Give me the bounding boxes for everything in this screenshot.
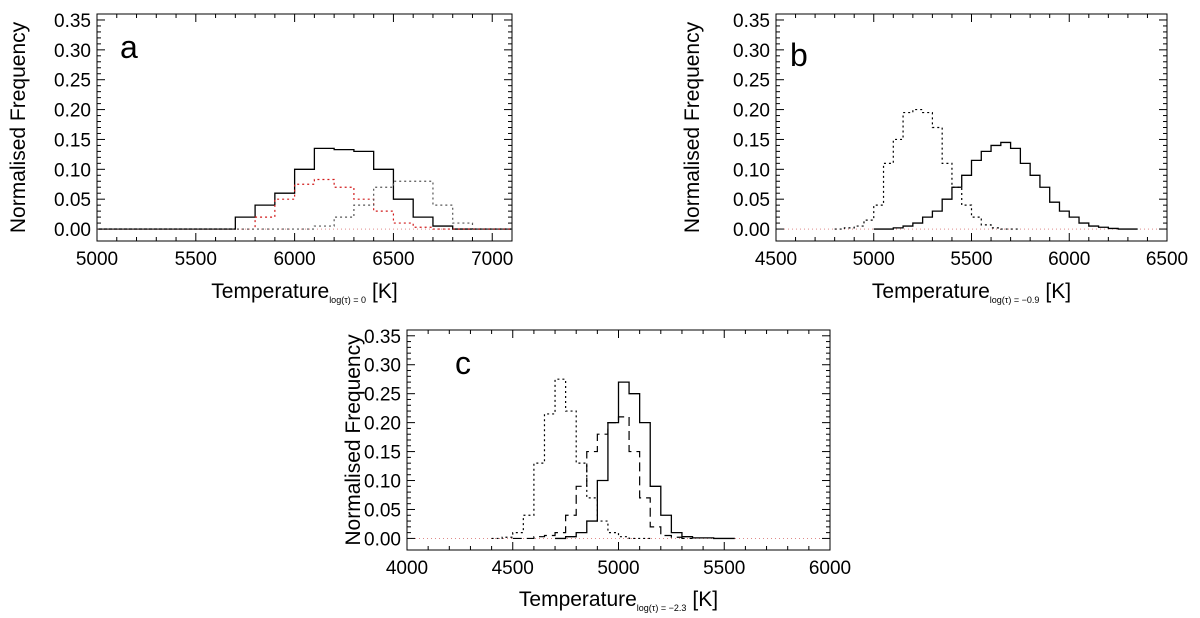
histogram-series-dotted: [834, 108, 1021, 230]
histogram-series-dashed: [512, 416, 693, 540]
x-tick-label: 4000: [386, 558, 428, 579]
x-tick-label: 4500: [492, 558, 534, 579]
histogram-series-solid: [97, 147, 512, 230]
histogram-series-solid: [555, 381, 735, 540]
y-tick-label: 0.10: [364, 472, 401, 493]
y-axis-title: Normalised Frequency: [681, 21, 704, 233]
panel-letter: a: [120, 29, 138, 65]
x-axis-title-main: Temperature: [872, 280, 990, 303]
y-tick-label: 0.20: [733, 101, 770, 122]
x-axis-title-main: Temperature: [519, 588, 637, 611]
y-tick-label: 0.30: [733, 41, 770, 62]
histogram-series-dotted: [97, 178, 512, 230]
y-tick-label: 0.35: [733, 11, 770, 32]
panel-c: 4000 4500 5000 5500 6000 0.00 0.05 0.10 0.15 0.20…: [342, 327, 851, 613]
x-axis-title-subscript: log(τ) = −2.3: [637, 603, 687, 613]
y-tick-label: 0.20: [364, 414, 401, 435]
x-tick-label: 6500: [1146, 249, 1188, 270]
x-tick-label: 4500: [755, 249, 797, 270]
x-axis-title: Temperaturelog(τ) = −0.9 [K]: [872, 280, 1071, 305]
x-tick-label: 6000: [1048, 249, 1090, 270]
y-tick-label: 0.10: [733, 160, 770, 181]
x-axis-title-unit: [K]: [692, 588, 718, 611]
x-tick-label: 5500: [175, 249, 217, 270]
y-tick-label: 0.10: [54, 160, 91, 181]
y-tick-label: 0.25: [364, 385, 401, 406]
x-axis-title-unit: [K]: [1045, 280, 1071, 303]
histogram-series-dotted: [491, 378, 651, 540]
y-tick-label: 0.15: [54, 130, 91, 151]
y-tick-label: 0.15: [733, 130, 770, 151]
x-tick-label: 7000: [471, 249, 513, 270]
panel-a: 5000 5500 6000 6500 7000 0.00 0.05 0.10 0.15 0.20…: [7, 11, 513, 305]
x-axis-title: Temperaturelog(τ) = −2.3 [K]: [519, 588, 718, 613]
plot-frame: [96, 13, 513, 242]
x-axis-title-main: Temperature: [211, 280, 329, 303]
x-tick-label: 5000: [853, 249, 895, 270]
x-tick-label: 6000: [809, 558, 851, 579]
histogram-series-dotted: [97, 180, 512, 230]
panel-b: 4500 5000 5500 6000 6500 0.00 0.05 0.10 0.15 0.20…: [681, 11, 1188, 305]
y-tick-label: 0.25: [733, 71, 770, 92]
x-tick-label: 6500: [372, 249, 414, 270]
y-tick-label: 0.05: [54, 190, 91, 211]
y-axis-title: Normalised Frequency: [342, 334, 365, 546]
y-tick-label: 0.20: [54, 101, 91, 122]
x-tick-label: 5000: [597, 558, 639, 579]
x-tick-label: 6000: [273, 249, 315, 270]
y-tick-label: 0.00: [54, 220, 91, 241]
x-tick-label: 5000: [76, 249, 118, 270]
histogram-series-solid: [873, 141, 1138, 230]
x-tick-label: 5500: [950, 249, 992, 270]
x-axis-title-subscript: log(τ) = 0: [329, 295, 366, 305]
x-axis-title-subscript: log(τ) = −0.9: [990, 295, 1040, 305]
y-tick-label: 0.00: [364, 529, 401, 550]
y-tick-label: 0.30: [54, 41, 91, 62]
plot-frame: [775, 13, 1168, 242]
y-tick-label: 0.35: [54, 11, 91, 32]
x-tick-label: 5500: [703, 558, 745, 579]
x-axis-title-unit: [K]: [372, 280, 398, 303]
panel-letter: c: [455, 345, 471, 381]
y-tick-label: 0.15: [364, 443, 401, 464]
y-tick-label: 0.30: [364, 356, 401, 377]
y-tick-label: 0.25: [54, 71, 91, 92]
y-axis-title: Normalised Frequency: [7, 21, 30, 233]
x-axis-title: Temperaturelog(τ) = 0 [K]: [211, 280, 397, 305]
y-tick-label: 0.35: [364, 327, 401, 348]
y-tick-label: 0.00: [733, 220, 770, 241]
y-tick-label: 0.05: [733, 190, 770, 211]
panel-letter: b: [790, 37, 808, 73]
y-tick-label: 0.05: [364, 500, 401, 521]
